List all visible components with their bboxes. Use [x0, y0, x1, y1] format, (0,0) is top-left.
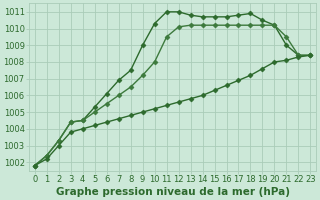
X-axis label: Graphe pression niveau de la mer (hPa): Graphe pression niveau de la mer (hPa)	[56, 187, 290, 197]
